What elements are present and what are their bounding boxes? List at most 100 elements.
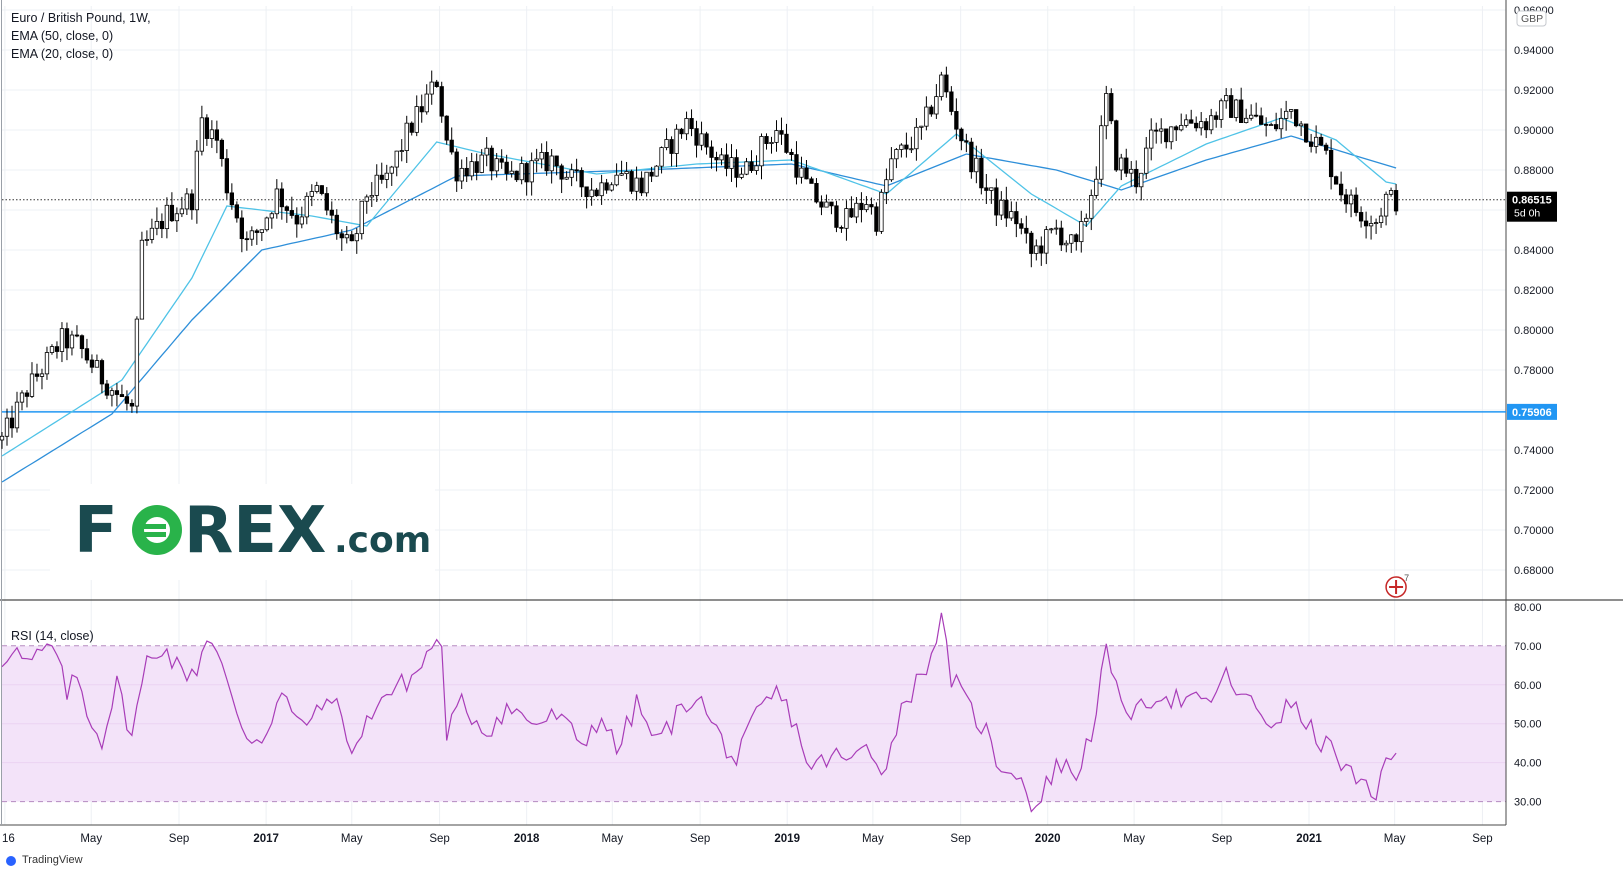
candle-body [514,170,519,181]
candle-body [1383,193,1389,217]
candle-body [729,157,734,169]
candle-body [249,230,254,240]
candle-body [1134,168,1139,188]
candle-body [749,161,754,171]
candle-body [114,390,120,395]
candle-body [1099,125,1104,180]
candle-body [424,93,429,113]
candle-body [859,202,864,211]
candle-body [1239,99,1244,123]
candle-body [774,130,779,143]
candle-body [299,216,304,225]
candle-body [84,348,90,361]
candle-body [1174,126,1179,131]
candle-body [1313,136,1319,147]
candle-body [534,158,539,162]
candle-body [169,204,175,222]
candle-body [609,184,614,191]
time-tick-label: 2017 [253,833,279,845]
candle-body [1368,223,1374,227]
price-tick-label: 0.82000 [1514,285,1554,297]
candle-body [1024,227,1029,234]
candle-body [69,334,75,349]
candle-body [224,158,229,194]
hline-price-label: 0.75906 [1512,407,1552,419]
candle-body [259,229,264,233]
candle-body [964,140,969,143]
time-tick-label: Sep [1472,833,1492,845]
time-tick-label: May [601,833,623,845]
price-tick-label: 0.90000 [1514,125,1554,137]
candle-body [804,167,809,180]
candle-body [184,193,190,210]
candle-body [839,226,844,229]
time-tick-label: Sep [950,833,970,845]
candle-body [124,396,130,404]
candle-body [679,128,684,135]
candle-body [819,201,824,208]
candle-body [1388,190,1394,195]
candle-body [504,161,509,174]
candle-body [204,117,210,139]
candle-body [364,196,369,202]
candle-body [554,155,559,167]
time-tick-label: Sep [169,833,189,845]
price-tick-label: 0.88000 [1514,165,1554,177]
ema20-legend: EMA (20, close, 0) [11,47,114,61]
candle-body [449,139,454,153]
forex-logo: F REX .com [50,484,435,580]
price-tick-label: 0.92000 [1514,85,1554,97]
candle-body [1363,220,1369,227]
ema20-line [1,117,1397,457]
candle-body [1259,115,1264,125]
candle-body [244,238,249,241]
time-tick-label: May [1123,833,1145,845]
candle-body [764,136,769,144]
candle-body [1019,223,1024,229]
time-tick-label: 2018 [514,833,540,845]
candle-body [289,210,294,216]
candle-body [59,328,65,352]
candle-body [1129,168,1134,174]
currency-badge [1516,10,1547,27]
rsi-line [1,612,1397,813]
candle-body [154,220,160,229]
candle-body [1104,93,1109,127]
candle-body [464,167,469,177]
candle-body [669,139,674,154]
candle-body [1373,222,1379,225]
candle-body [559,165,564,180]
candle-body [129,402,135,407]
time-tick-label: 2019 [774,833,800,845]
price-tick-label: 0.84000 [1514,245,1554,257]
hline-price-tag [1507,403,1557,420]
candle-body [624,171,629,174]
time-tick-label: 2021 [1296,833,1322,845]
candle-body [1149,129,1154,149]
candle-body [914,126,919,150]
candle-body [979,157,984,189]
candle-body [1323,144,1329,151]
candle-body [439,86,444,117]
event-count: 7 [1404,573,1409,583]
candle-body [49,346,55,353]
rsi-tick-label: 60.00 [1514,680,1542,692]
candle-body [959,128,964,142]
candle-body [1109,93,1114,122]
candle-body [714,157,719,161]
candle-body [879,191,884,232]
candle-body [779,130,784,135]
candle-body [334,214,339,235]
candle-body [519,163,524,181]
candle-body [1059,227,1064,246]
candle-body [939,74,944,98]
candle-body [229,192,234,206]
candle-body [339,233,344,239]
logo-euro-inner-icon [144,517,170,543]
current-price-label: 0.86515 [1512,195,1552,207]
ema50-legend: EMA (50, close, 0) [11,29,114,43]
candle-body [529,160,534,183]
time-tick-label: 2020 [1035,833,1061,845]
